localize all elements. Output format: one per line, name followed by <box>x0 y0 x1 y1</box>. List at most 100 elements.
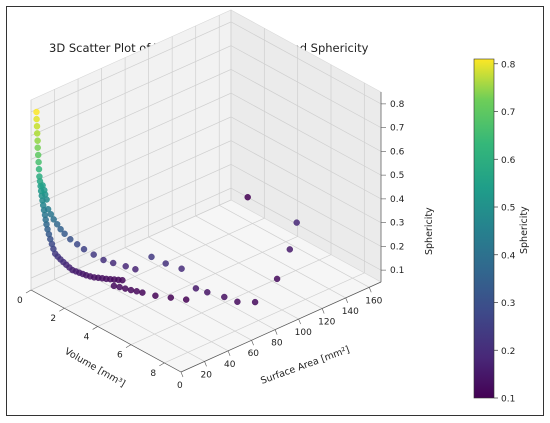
data-point <box>110 282 118 290</box>
data-point <box>80 245 88 253</box>
data-point <box>109 259 117 267</box>
axes-ticks: 024680204060801001201401600.10.20.30.40.… <box>17 92 405 391</box>
y-tick <box>368 287 372 293</box>
data-point <box>35 151 42 159</box>
x-tick <box>159 362 165 367</box>
data-point <box>122 285 129 292</box>
colorbar-tick-label: 0.7 <box>501 108 515 118</box>
grid-line-y <box>54 89 205 362</box>
colorbar-tick-label: 0.4 <box>501 251 516 261</box>
y-tick-label: 60 <box>248 349 260 359</box>
x-tick <box>25 289 32 294</box>
z-tick-label: 0.1 <box>390 266 404 276</box>
y-tick <box>227 350 231 356</box>
colorbar-label: Sphericity <box>519 206 530 254</box>
z-tick-label: 0.3 <box>390 219 404 229</box>
x-tick <box>125 344 132 348</box>
data-point <box>132 266 139 273</box>
grid-line-x <box>130 64 332 345</box>
data-point <box>162 260 169 267</box>
data-point <box>35 165 43 173</box>
y-tick-label: 140 <box>342 307 359 317</box>
grid-line-x <box>97 46 299 327</box>
data-point <box>34 137 41 144</box>
x-tick <box>59 307 65 312</box>
data-point <box>122 263 129 270</box>
y-tick <box>180 371 184 378</box>
data-point <box>34 130 41 137</box>
colorbar-tick-label: 0.3 <box>501 299 515 309</box>
grid-line-z <box>30 187 382 279</box>
data-point <box>148 253 155 261</box>
y-tick-label: 40 <box>224 360 236 370</box>
grid-line-z <box>30 21 382 113</box>
x-tick-label: 6 <box>117 351 123 361</box>
data-point <box>36 173 43 180</box>
colorbar-tick-label: 0.5 <box>501 204 515 214</box>
x-tick-label: 2 <box>50 314 56 324</box>
data-point <box>54 221 61 228</box>
x-tick-label: 8 <box>150 369 156 379</box>
z-tick-label: 0.8 <box>390 100 405 110</box>
data-point <box>286 246 293 253</box>
x-tick <box>92 326 98 330</box>
y-axis-line <box>180 281 382 373</box>
data-point <box>182 296 190 303</box>
y-tick-label: 120 <box>318 317 335 327</box>
y-tick-label: 20 <box>201 370 213 380</box>
data-point <box>133 288 140 295</box>
z-axis-label: Sphericity <box>424 207 435 255</box>
z-tick-label: 0.7 <box>390 124 404 134</box>
grid-line-x <box>64 28 265 309</box>
y-tick <box>298 318 301 325</box>
y-tick <box>251 340 254 346</box>
colorbar-tick-label: 0.8 <box>501 60 516 70</box>
x-axis-line <box>30 289 182 373</box>
y-tick-label: 80 <box>271 339 283 349</box>
grid-line-z <box>30 68 382 160</box>
data-point <box>273 275 281 283</box>
y-tick-label: 160 <box>365 296 382 306</box>
data-point <box>167 294 175 301</box>
grid-line-y <box>77 78 229 352</box>
y-tick <box>274 329 278 335</box>
y-tick-label: 0 <box>177 381 183 391</box>
y-tick <box>321 308 325 314</box>
data-point <box>293 219 300 226</box>
data-point <box>116 283 123 291</box>
data-point <box>178 265 185 272</box>
data-point <box>244 193 251 201</box>
data-point <box>33 115 40 123</box>
colorbar-tick-label: 0.2 <box>501 347 515 357</box>
grid-line-x <box>164 82 365 364</box>
grid-line-y <box>171 36 323 309</box>
colorbar-tick-label: 0.6 <box>501 156 516 166</box>
data-point <box>234 298 241 305</box>
grid-line-y <box>195 25 346 299</box>
data-point <box>204 289 211 296</box>
data-point <box>34 144 41 151</box>
grid-line-y <box>218 15 370 288</box>
y-tick <box>345 297 348 303</box>
grid-line-z <box>30 163 382 255</box>
x-tick-label: 4 <box>84 332 90 342</box>
z-tick-label: 0.2 <box>390 242 404 252</box>
data-point <box>152 292 159 299</box>
data-point <box>57 225 64 233</box>
data-point <box>251 298 259 306</box>
grid-line-y <box>124 57 276 330</box>
data-point <box>127 286 135 294</box>
grid-line-z <box>30 116 382 208</box>
data-point <box>192 285 200 292</box>
colorbar <box>473 58 495 399</box>
y-tick-label: 100 <box>295 328 312 338</box>
y-tick <box>204 361 207 367</box>
data-point <box>33 123 41 130</box>
data-point <box>35 158 42 166</box>
grid-line-x <box>30 10 232 291</box>
z-tick-label: 0.4 <box>390 195 405 205</box>
y-axis-label: Surface Area [mm²] <box>259 344 351 386</box>
data-point <box>61 230 68 238</box>
data-points <box>33 108 300 306</box>
data-point <box>33 108 40 116</box>
